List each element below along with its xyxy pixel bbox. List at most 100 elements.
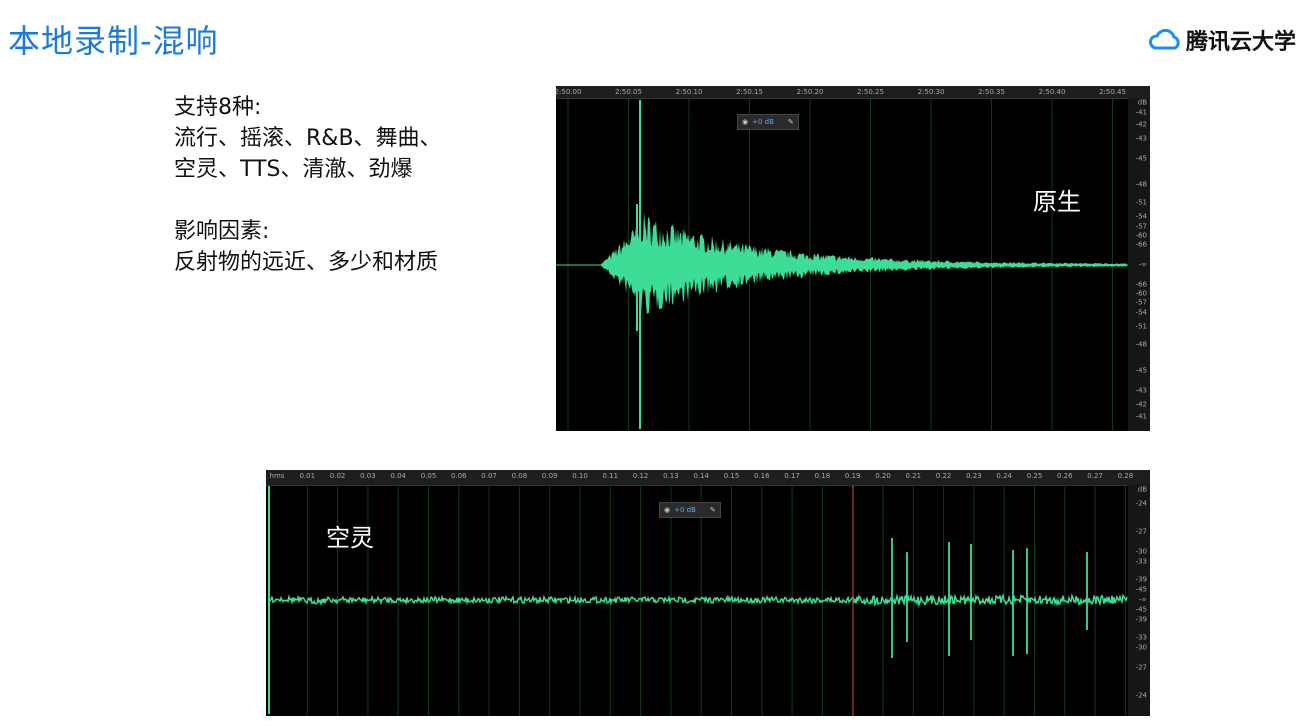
time-tick: 0.21: [905, 472, 922, 480]
db-tick: -66: [1135, 280, 1147, 289]
pin-icon: ✎: [787, 118, 794, 126]
db-scale: dB -41 -42 -43 -45 -48 -51 -54 -57 -60 -66 -∞ -66 -60…: [1128, 98, 1150, 431]
db-tick: -60: [1135, 289, 1147, 298]
time-tick: 0.05: [420, 472, 437, 480]
time-tick: 0.13: [663, 472, 679, 480]
types-line-2: 空灵、TTS、清澈、劲爆: [174, 157, 413, 182]
db-tick: -42: [1135, 120, 1147, 129]
db-tick: -45: [1135, 585, 1147, 594]
time-tick: 0.04: [390, 472, 406, 480]
db-tick: -48: [1135, 340, 1147, 349]
db-tick: -∞: [1138, 595, 1147, 604]
factors-line: 反射物的远近、多少和材质: [174, 250, 439, 275]
time-tick: 2:50.15: [736, 88, 763, 96]
time-tick: 0.12: [632, 472, 649, 480]
time-tick: 0.07: [481, 472, 497, 480]
logo: 腾讯云大学: [1148, 24, 1296, 56]
time-tick: 2:50.10: [675, 88, 703, 96]
waveform-original: [556, 98, 1128, 431]
db-tick: -54: [1135, 212, 1147, 221]
slide-title: 本地录制-混响: [8, 22, 219, 60]
time-tick: 0.01: [299, 472, 316, 480]
time-tick: 0.24: [996, 472, 1012, 480]
time-tick: 0.09: [541, 472, 558, 480]
reverb-types: 支持8种: 流行、摇滚、R&B、舞曲、 空灵、TTS、清澈、劲爆: [174, 92, 442, 185]
time-tick: 2:50.05: [615, 88, 642, 96]
time-tick: 0.14: [693, 472, 709, 480]
time-tick: 0.26: [1057, 472, 1073, 480]
time-tick: 0.15: [723, 472, 740, 480]
db-tick: -42: [1135, 400, 1147, 409]
time-tick: 2:50.00: [556, 88, 582, 96]
waveform-envelope: [600, 211, 1127, 316]
time-tick: 0.02: [329, 472, 346, 480]
time-tick: 0.08: [511, 472, 528, 480]
time-tick: 2:50.25: [857, 88, 884, 96]
waveform-ethereal-panel: hms 0.01 0.02 0.03 0.04 0.05 0.06 0.07 0.08 0.09 0…: [266, 470, 1150, 716]
waveform-label: 空灵: [326, 524, 374, 552]
time-tick: 0.25: [1026, 472, 1043, 480]
db-tick: -24: [1135, 691, 1147, 700]
time-tick: 0.20: [875, 472, 891, 480]
time-tick: 0.16: [754, 472, 770, 480]
gain-value: +0 dB: [674, 506, 696, 514]
db-tick: -54: [1135, 308, 1147, 317]
types-line-1: 流行、摇滚、R&B、舞曲、: [174, 126, 442, 151]
waveform-original-panel: 2:50.00 2:50.05 2:50.10 2:50.15 2:50.20 2:50.…: [556, 86, 1150, 431]
cloud-icon: [1149, 28, 1180, 50]
db-tick: -24: [1135, 499, 1147, 508]
time-tick: 2:50.45: [1099, 88, 1126, 96]
waveform-trace: [268, 593, 1128, 608]
time-tick: 2:50.30: [917, 88, 945, 96]
pin-icon: ✎: [709, 506, 716, 514]
db-tick: -30: [1135, 643, 1147, 652]
time-tick: 0.19: [844, 472, 861, 480]
time-ruler: 2:50.00 2:50.05 2:50.10 2:50.15 2:50.20 2:50.…: [556, 86, 1150, 99]
db-tick: -45: [1135, 366, 1147, 375]
time-tick: 0.28: [1117, 472, 1134, 480]
time-tick: 0.17: [784, 472, 800, 480]
db-tick: -48: [1135, 180, 1147, 189]
knob-icon: ◉: [664, 506, 671, 514]
time-tick: 2:50.35: [978, 88, 1005, 96]
time-tick: hms: [269, 472, 285, 480]
db-tick: -27: [1135, 527, 1147, 536]
gain-hud[interactable]: ◉ +0 dB ✎: [659, 502, 721, 518]
gain-value: +0 dB: [752, 118, 774, 126]
db-tick: -51: [1135, 198, 1147, 207]
time-tick: 0.10: [572, 472, 588, 480]
db-tick: -66: [1135, 240, 1147, 249]
waveform-label: 原生: [1033, 188, 1081, 216]
db-tick: -27: [1135, 663, 1147, 672]
time-tick: 0.23: [966, 472, 982, 480]
time-tick: 0.06: [451, 472, 467, 480]
db-tick: -30: [1135, 547, 1147, 556]
time-tick: 2:50.40: [1038, 88, 1066, 96]
types-heading: 支持8种:: [174, 95, 262, 120]
db-tick: -41: [1135, 412, 1147, 421]
logo-text: 腾讯云大学: [1186, 30, 1297, 55]
db-tick: -∞: [1138, 260, 1147, 269]
time-tick: 0.03: [360, 472, 376, 480]
db-tick: -41: [1135, 108, 1147, 117]
time-ruler: hms 0.01 0.02 0.03 0.04 0.05 0.06 0.07 0.08 0.09 0…: [266, 470, 1150, 486]
db-tick: -33: [1135, 633, 1147, 642]
time-tick: 0.11: [602, 472, 619, 480]
db-unit: dB: [1137, 98, 1147, 107]
db-tick: -51: [1135, 322, 1147, 331]
time-tick: 2:50.20: [796, 88, 824, 96]
influence-factors: 影响因素: 反射物的远近、多少和材质: [174, 216, 438, 278]
db-unit: dB: [1137, 485, 1147, 494]
time-tick: 0.27: [1087, 472, 1103, 480]
db-tick: -33: [1135, 557, 1147, 566]
db-tick: -45: [1135, 154, 1147, 163]
db-tick: -43: [1135, 386, 1147, 395]
db-tick: -57: [1135, 298, 1147, 307]
factors-heading: 影响因素:: [174, 219, 270, 244]
db-tick: -39: [1135, 575, 1147, 584]
gain-hud[interactable]: ◉ +0 dB ✎: [737, 114, 799, 130]
db-scale: dB -24 -27 -30 -33 -39 -45 -∞ -45 -39 -33 -30 -27 -24: [1128, 485, 1150, 716]
db-tick: -60: [1135, 231, 1147, 240]
time-tick: 0.22: [935, 472, 952, 480]
db-tick: -43: [1135, 134, 1147, 143]
